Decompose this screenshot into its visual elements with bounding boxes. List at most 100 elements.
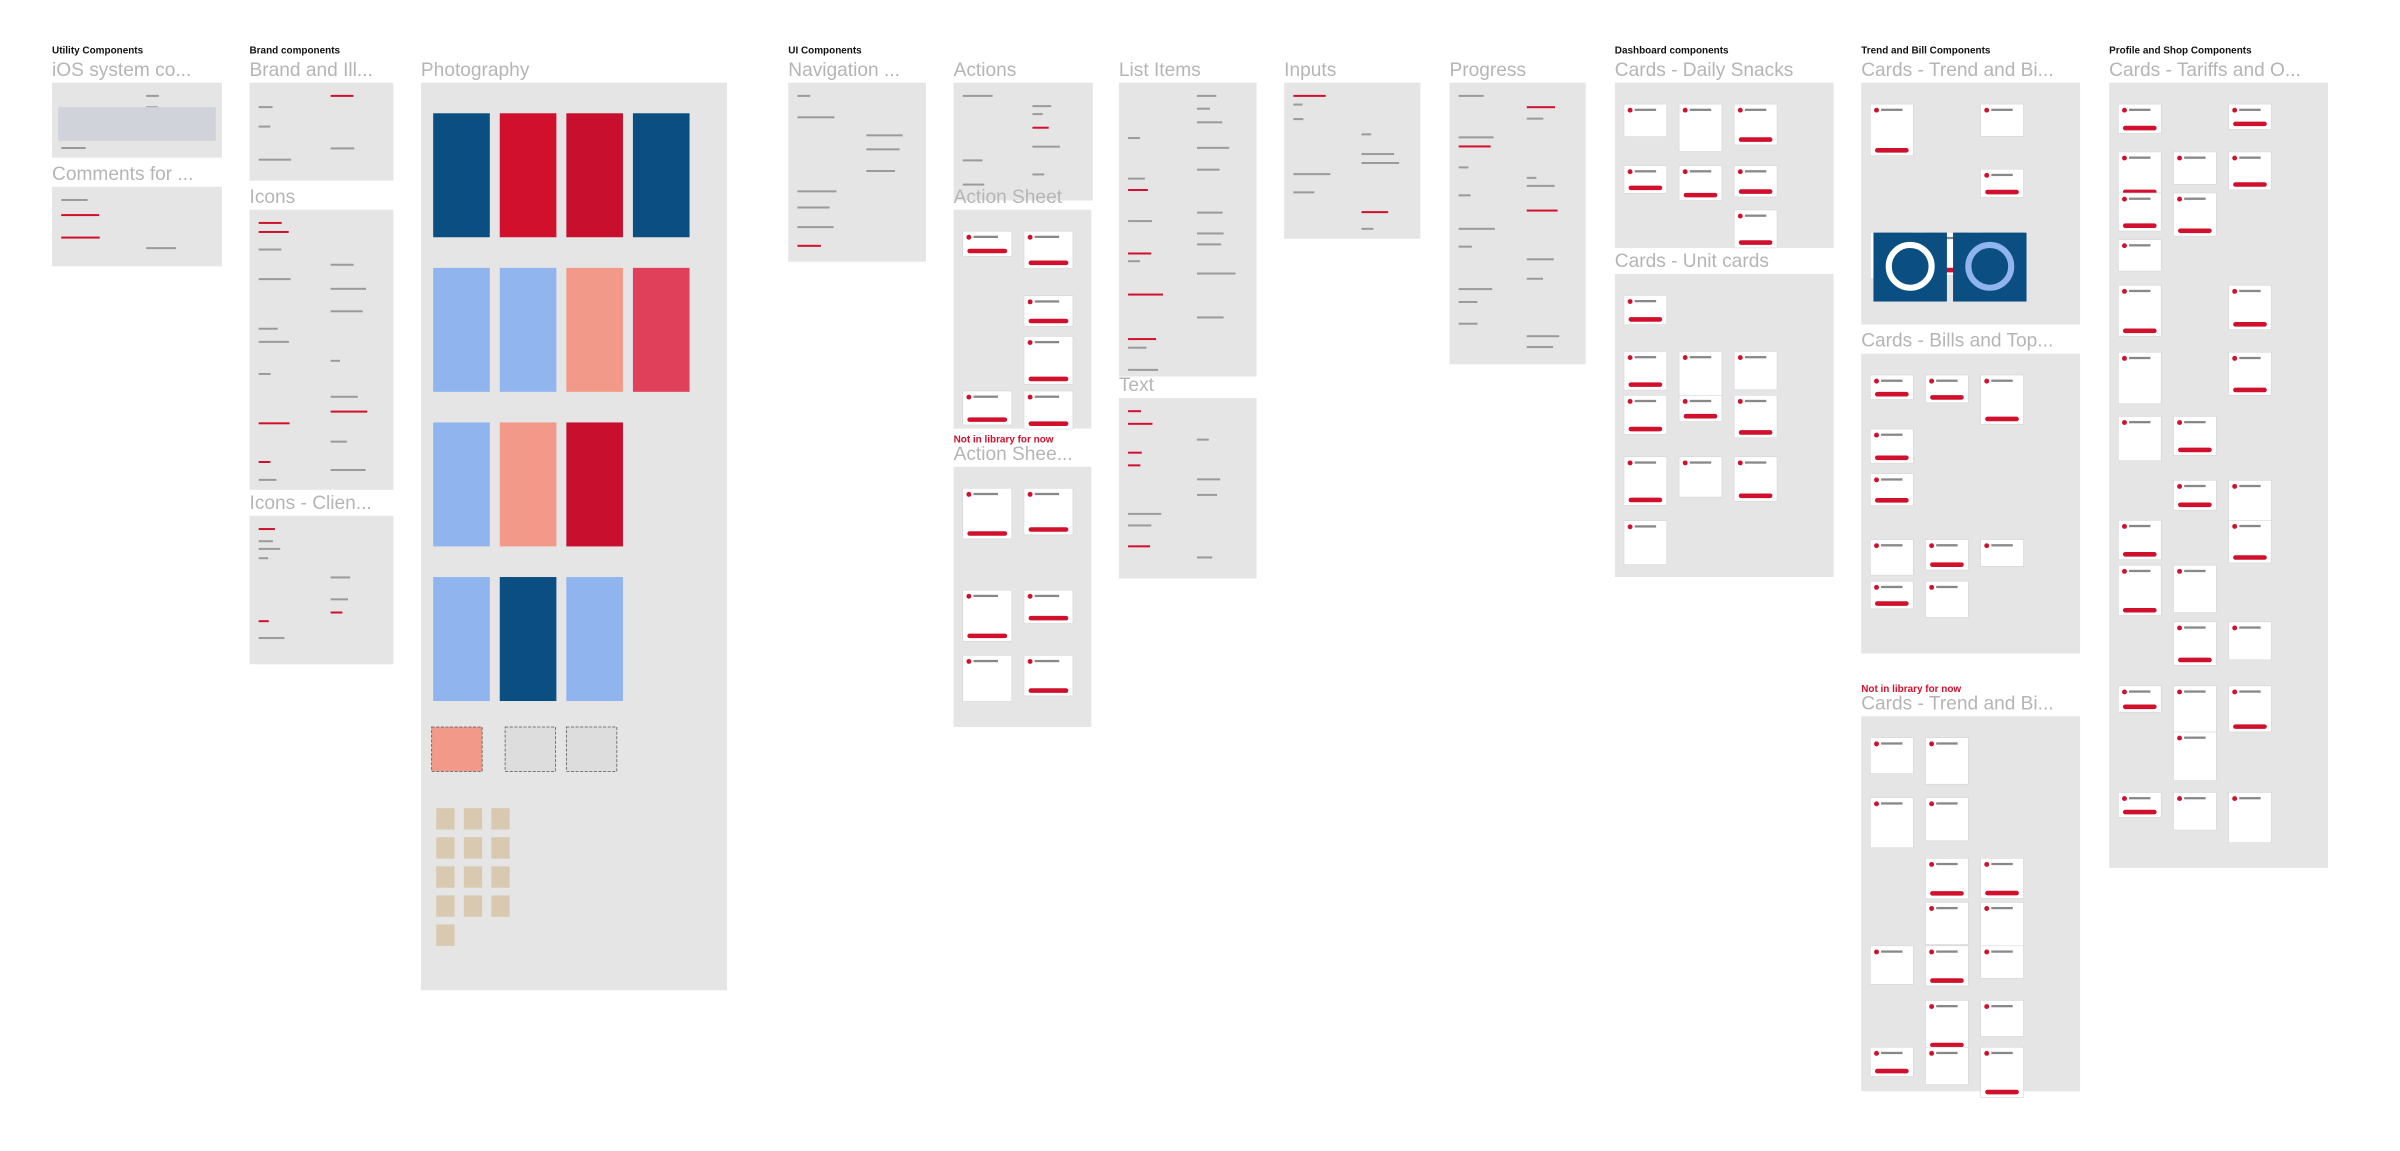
photo — [632, 113, 690, 238]
line — [1196, 168, 1220, 171]
button — [2178, 502, 2212, 508]
button — [2122, 704, 2157, 710]
line — [330, 94, 354, 97]
photo — [433, 113, 490, 238]
icon — [1682, 355, 1688, 361]
line — [2129, 156, 2151, 159]
line — [2184, 626, 2206, 629]
line — [330, 395, 358, 398]
frame — [953, 466, 1092, 728]
frame — [1861, 353, 2081, 654]
line — [2184, 736, 2206, 739]
line — [973, 492, 998, 496]
frame-title: Action Sheet — [954, 187, 1063, 208]
card — [962, 589, 1013, 642]
line — [1196, 478, 1221, 481]
line — [1689, 399, 1712, 403]
line — [1881, 1051, 1903, 1055]
button — [1738, 430, 1773, 435]
line — [2184, 156, 2206, 159]
button — [2233, 121, 2267, 127]
thumb — [436, 837, 455, 859]
line — [330, 287, 367, 290]
line — [1881, 379, 1903, 382]
line — [1881, 585, 1903, 589]
line — [330, 310, 363, 313]
icon — [2232, 523, 2238, 529]
line — [258, 158, 292, 161]
frame-title: Cards - Unit cards — [1615, 251, 1769, 272]
line — [258, 106, 273, 109]
icon — [1874, 1050, 1879, 1056]
button — [1738, 493, 1773, 499]
line — [1744, 170, 1767, 173]
button — [1930, 395, 1964, 400]
line — [1196, 493, 1218, 496]
icon — [2122, 288, 2127, 294]
section-title: UI Components — [788, 46, 862, 57]
icon — [1682, 169, 1688, 175]
line — [2239, 690, 2261, 693]
line — [797, 94, 811, 97]
line — [1196, 556, 1213, 559]
frame-title: Cards - Trend and Bi... — [1861, 693, 2053, 714]
line — [1128, 189, 1148, 192]
icon — [966, 491, 972, 497]
button — [2178, 228, 2212, 234]
line — [1881, 742, 1903, 745]
button — [1874, 455, 1909, 461]
card — [1980, 1046, 2024, 1098]
line — [797, 116, 835, 119]
line — [1526, 176, 1537, 179]
button — [1874, 391, 1909, 397]
button — [1985, 416, 2019, 422]
line — [1293, 94, 1326, 97]
icon — [966, 658, 972, 664]
line — [146, 247, 176, 250]
frame — [1118, 82, 1257, 377]
frame-title: Inputs — [1284, 60, 1336, 81]
frame-title: Action Shee... — [954, 444, 1073, 465]
line — [330, 263, 354, 266]
line — [1936, 379, 1958, 382]
photo — [499, 113, 557, 238]
line — [2239, 156, 2261, 159]
button — [1028, 318, 1069, 324]
thumb — [463, 808, 483, 830]
frame-bg — [953, 82, 1093, 201]
photo — [499, 267, 557, 392]
button — [1683, 192, 1718, 198]
icon — [1929, 378, 1935, 384]
line — [1361, 133, 1372, 136]
icon — [1027, 299, 1033, 305]
line — [797, 190, 837, 193]
button — [1874, 1068, 1909, 1074]
icon — [2177, 155, 2183, 161]
line — [1196, 438, 1209, 441]
frame — [249, 515, 394, 665]
line — [258, 340, 289, 343]
icon — [2177, 196, 2183, 202]
button — [2122, 223, 2157, 229]
icon — [2232, 155, 2238, 161]
line — [973, 659, 998, 663]
button — [1930, 562, 1964, 567]
line — [1034, 300, 1060, 303]
line — [1196, 121, 1223, 124]
icon — [1874, 543, 1879, 549]
line — [1196, 94, 1217, 97]
icon — [1737, 169, 1743, 175]
line — [146, 94, 159, 97]
icon — [1027, 658, 1033, 664]
icon — [2232, 107, 2238, 113]
line — [1458, 136, 1494, 139]
line — [1128, 346, 1147, 349]
icon — [1929, 801, 1935, 807]
icon — [1737, 107, 1743, 113]
icon — [966, 593, 972, 599]
line — [1991, 862, 2013, 866]
photo — [431, 726, 483, 772]
button — [2122, 328, 2157, 334]
line — [1128, 260, 1140, 263]
